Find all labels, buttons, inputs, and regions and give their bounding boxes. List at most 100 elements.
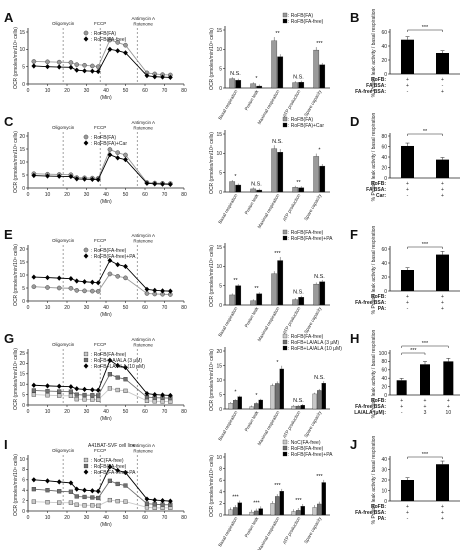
x-tick-label: 10 <box>45 305 51 311</box>
bar <box>436 53 449 74</box>
significance-label: N.S. <box>230 71 241 77</box>
data-point <box>123 152 128 158</box>
data-point <box>167 392 173 399</box>
data-point <box>96 495 101 501</box>
condition-label: RoFB: <box>371 77 386 83</box>
injection-label: FCCP <box>94 125 106 130</box>
bar <box>319 281 326 306</box>
data-point <box>107 147 113 152</box>
injection-label: Oligomycin <box>52 125 75 130</box>
data-point <box>115 48 121 54</box>
data-point <box>96 393 101 398</box>
data-point <box>74 288 80 293</box>
data-point <box>31 499 36 504</box>
data-point <box>115 150 120 155</box>
bar <box>250 300 257 306</box>
significance-label: ** <box>296 180 301 186</box>
data-point <box>68 389 73 394</box>
x-tick-label: 50 <box>123 409 129 415</box>
bar <box>401 39 414 74</box>
x-tick-label: 20 <box>64 409 70 415</box>
legend-label: : NoC(FA-free) <box>288 440 321 446</box>
data-point <box>123 388 128 393</box>
condition-value: + <box>406 181 409 187</box>
condition-label: FA-free BSA: <box>355 300 386 306</box>
legend-marker <box>83 351 89 357</box>
category-label: ATP production <box>282 89 302 118</box>
y-tick-label: 5 <box>219 283 222 289</box>
data-point <box>82 176 87 182</box>
data-point <box>82 288 87 294</box>
data-point <box>123 42 128 48</box>
y-tick-label: 10 <box>19 273 25 279</box>
legend-label: : RoFB+LA/ALA (10 μM) <box>91 364 145 370</box>
y-tick-label: 0 <box>22 186 25 192</box>
x-tick-label: 80 <box>181 409 187 415</box>
x-tick-label: 30 <box>84 409 90 415</box>
data-point <box>160 181 165 187</box>
condition-label: FA BSA: <box>366 187 386 193</box>
data-point <box>123 50 128 56</box>
data-point <box>57 500 62 505</box>
bar <box>321 482 326 516</box>
bar <box>292 299 299 306</box>
condition-value: + <box>441 306 444 312</box>
legend-label: : RoFB+LA/ALA (10 μM) <box>288 346 342 352</box>
data-point <box>45 285 50 290</box>
series-line <box>33 480 171 506</box>
data-point <box>68 393 73 398</box>
y-axis-label: OCR (pmoles/min/10⁴ cells) <box>209 28 215 90</box>
significance-label: * <box>255 76 258 82</box>
x-tick-label: 10 <box>45 515 51 521</box>
category-label: Maximal respiration <box>257 410 281 447</box>
bar <box>235 80 242 89</box>
significance-label: N.S. <box>314 375 325 381</box>
panel-label-j: J <box>350 437 357 452</box>
data-point <box>68 64 74 70</box>
x-tick-label: 50 <box>123 305 129 311</box>
y-tick-label: 2 <box>219 501 222 507</box>
y-tick-label: 0 <box>219 407 222 413</box>
data-point <box>144 286 150 292</box>
data-point <box>90 503 95 508</box>
significance-bracket <box>401 352 426 355</box>
condition-value: 3 <box>424 410 427 416</box>
bar <box>254 403 259 410</box>
data-point <box>95 387 101 393</box>
y-tick-label: 10 <box>19 160 25 166</box>
data-point <box>107 152 113 158</box>
significance-label: N.S. <box>293 290 304 296</box>
y-tick-label: 6 <box>22 478 25 484</box>
panel-label-c: C <box>4 114 14 129</box>
data-point <box>68 285 74 291</box>
condition-value: - <box>401 410 403 416</box>
data-point <box>56 479 62 485</box>
significance-label: *** <box>422 242 429 248</box>
y-tick-label: 0 <box>219 303 222 309</box>
x-tick-label: 20 <box>64 305 70 311</box>
data-point <box>45 59 50 65</box>
data-point <box>168 399 173 404</box>
bar <box>279 368 284 410</box>
data-point <box>45 173 50 179</box>
data-point <box>89 176 95 183</box>
category-label: Spare capacity <box>303 88 323 117</box>
panel-label-g: G <box>4 331 14 346</box>
condition-value: + <box>406 83 409 89</box>
condition-label: RoFB: <box>371 294 386 300</box>
data-point <box>115 499 120 504</box>
bar <box>298 297 305 306</box>
y-tick-label: 0 <box>219 190 222 196</box>
significance-label: N.S. <box>251 181 262 187</box>
bar <box>313 283 320 306</box>
category-label: Proton leak <box>244 409 260 432</box>
y-tick-label: 60 <box>381 30 387 36</box>
y-tick-label: 40 <box>381 261 387 267</box>
y-tick-label: 15 <box>19 30 25 36</box>
y-tick-label: 15 <box>216 28 222 34</box>
category-label: Basal respiration <box>217 410 238 442</box>
data-point <box>74 278 80 284</box>
condition-value: 10 <box>446 410 452 416</box>
